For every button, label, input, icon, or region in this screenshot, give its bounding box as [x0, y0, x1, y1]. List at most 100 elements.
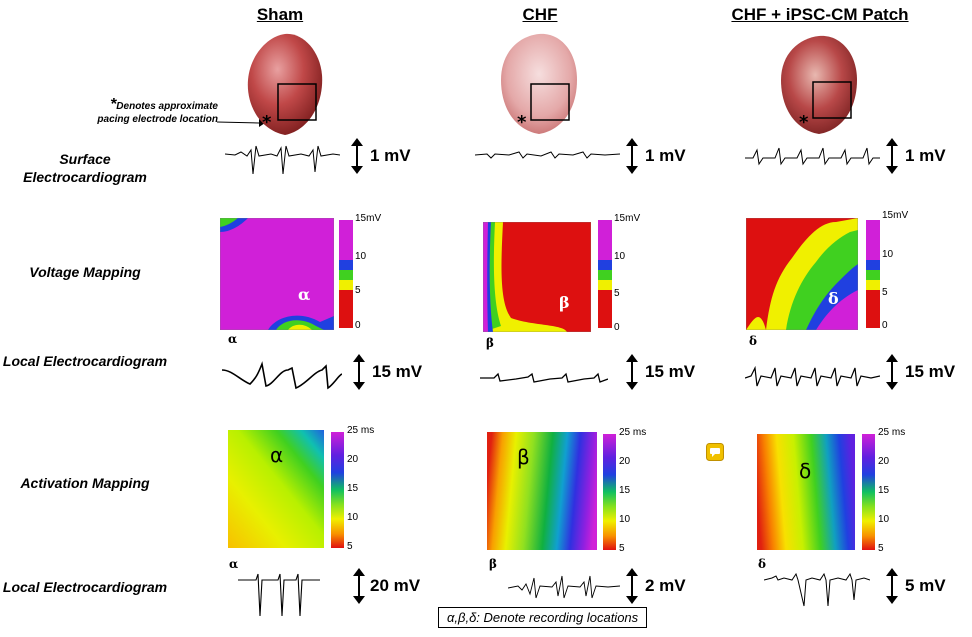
surface-scale-sham: 1 mV [370, 146, 411, 165]
location-label-beta-2: β [489, 557, 497, 571]
voltage-cbar-chf-tick: 15 [614, 213, 626, 224]
surface-ecg-patch [745, 147, 880, 166]
voltage-cbar-sham-unit: mV [366, 213, 382, 224]
act-cbar-sham-unit: ms [360, 425, 375, 436]
act-cbar-sham-tick: 20 [347, 454, 359, 465]
voltage-colorbar-patch [866, 220, 880, 328]
activation-map-patch: δ [757, 434, 855, 550]
svg-text:*: * [799, 112, 809, 133]
double-arrow-icon [353, 568, 365, 604]
surface-ecg-chf [475, 151, 620, 159]
voltage-map-chf: β [483, 222, 591, 332]
comment-icon[interactable] [706, 443, 724, 461]
surface-ecg-sham [225, 145, 340, 175]
act-cbar-chf-tick: 20 [619, 456, 631, 467]
svg-text:*: * [517, 112, 527, 133]
row-label-local-ecg-2: Local Electrocardiogram [2, 579, 168, 595]
recording-location-legend: α,β,δ: Denote recording locations [438, 607, 648, 628]
row-label-surface-ecg: Surface Electrocardiogram [23, 151, 147, 185]
pacing-pointer-arrow [216, 119, 265, 127]
voltage-cbar-patch-tick: 10 [882, 249, 894, 260]
voltage-cbar-chf-tick: 10 [614, 251, 626, 262]
activation-map-chf: β [487, 432, 597, 550]
voltage-cbar-sham-tick: 15 [355, 213, 367, 224]
activation-map-patch-location: δ [799, 459, 811, 483]
location-label-beta: β [486, 336, 494, 350]
location-label-delta-2: δ [758, 557, 767, 571]
local1-scale-patch: 15 mV [905, 362, 956, 381]
activation-colorbar-sham [331, 432, 344, 548]
act-cbar-chf-tick: 25 [619, 427, 631, 438]
local-ecg-1-patch [745, 365, 880, 387]
row-label-activation: Activation Mapping [20, 475, 150, 491]
voltage-map-patch: δ [746, 218, 858, 330]
voltage-cbar-patch-tick: 15 [882, 210, 894, 221]
voltage-cbar-sham-tick: 5 [355, 285, 361, 296]
voltage-cbar-chf-unit: mV [625, 213, 641, 224]
voltage-cbar-sham-tick: 10 [355, 251, 367, 262]
voltage-colorbar-chf [598, 220, 612, 328]
voltage-cbar-sham-tick: 0 [355, 320, 361, 331]
act-cbar-sham-tick: 10 [347, 512, 359, 523]
local-ecg-2-chf [508, 575, 620, 599]
double-arrow-icon [626, 568, 638, 604]
voltage-cbar-chf-tick: 5 [614, 288, 620, 299]
activation-map-sham: α [228, 430, 324, 548]
act-cbar-sham-tick: 25 [347, 425, 359, 436]
voltage-map-chf-location: β [559, 293, 570, 312]
double-arrow-icon [886, 138, 898, 174]
col-header-chf: CHF [522, 5, 558, 24]
local2-scale-patch: 5 mV [905, 576, 946, 595]
local1-scale-sham: 15 mV [372, 362, 423, 381]
act-cbar-sham-tick: 15 [347, 483, 359, 494]
location-label-alpha: α [228, 332, 238, 346]
surface-scale-chf: 1 mV [645, 146, 686, 165]
location-label-alpha-2: α [229, 557, 239, 571]
svg-text:*: * [262, 112, 272, 133]
location-label-delta: δ [749, 334, 758, 348]
double-arrow-icon [351, 138, 363, 174]
row-label-local-ecg-1: Local Electrocardiogram [2, 353, 168, 369]
double-arrow-icon [886, 354, 898, 390]
activation-map-sham-location: α [270, 443, 283, 467]
act-cbar-patch-tick: 5 [878, 543, 884, 554]
activation-colorbar-chf [603, 434, 616, 550]
act-cbar-patch-tick: 25 [878, 427, 890, 438]
act-cbar-patch-tick: 10 [878, 514, 890, 525]
col-header-sham: Sham [256, 5, 304, 24]
act-cbar-patch-tick: 15 [878, 485, 890, 496]
double-arrow-icon [626, 354, 638, 390]
local-ecg-2-patch [764, 572, 870, 607]
double-arrow-icon [886, 568, 898, 604]
pacing-note: *Denotes approximate pacing electrode lo… [97, 96, 218, 126]
asterisk-icon: * [110, 96, 117, 113]
voltage-cbar-patch-unit: mV [893, 210, 909, 221]
voltage-map-patch-location: δ [828, 289, 839, 308]
act-cbar-patch-tick: 20 [878, 456, 890, 467]
local-ecg-1-chf [480, 372, 608, 383]
act-cbar-patch-unit: ms [891, 427, 906, 438]
voltage-colorbar-sham [339, 220, 353, 328]
local-ecg-2-sham [238, 573, 320, 617]
local-ecg-1-sham [222, 361, 342, 390]
act-cbar-chf-tick: 10 [619, 514, 631, 525]
act-cbar-chf-unit: ms [632, 427, 647, 438]
voltage-map-sham: α [220, 218, 334, 330]
heart-sham: * [247, 33, 323, 135]
heart-patch: * [781, 35, 857, 134]
surface-scale-patch: 1 mV [905, 146, 946, 165]
voltage-cbar-chf-tick: 0 [614, 322, 620, 333]
double-arrow-icon [353, 354, 365, 390]
act-cbar-chf-tick: 5 [619, 543, 625, 554]
activation-map-chf-location: β [517, 445, 530, 469]
local2-scale-sham: 20 mV [370, 576, 421, 595]
local1-scale-chf: 15 mV [645, 362, 696, 381]
voltage-cbar-patch-tick: 0 [882, 320, 888, 331]
row-label-voltage: Voltage Mapping [29, 264, 141, 280]
local2-scale-chf: 2 mV [645, 576, 686, 595]
double-arrow-icon [626, 138, 638, 174]
activation-colorbar-patch [862, 434, 875, 550]
voltage-map-sham-location: α [298, 285, 310, 304]
col-header-patch: CHF + iPSC-CM Patch [731, 5, 909, 24]
